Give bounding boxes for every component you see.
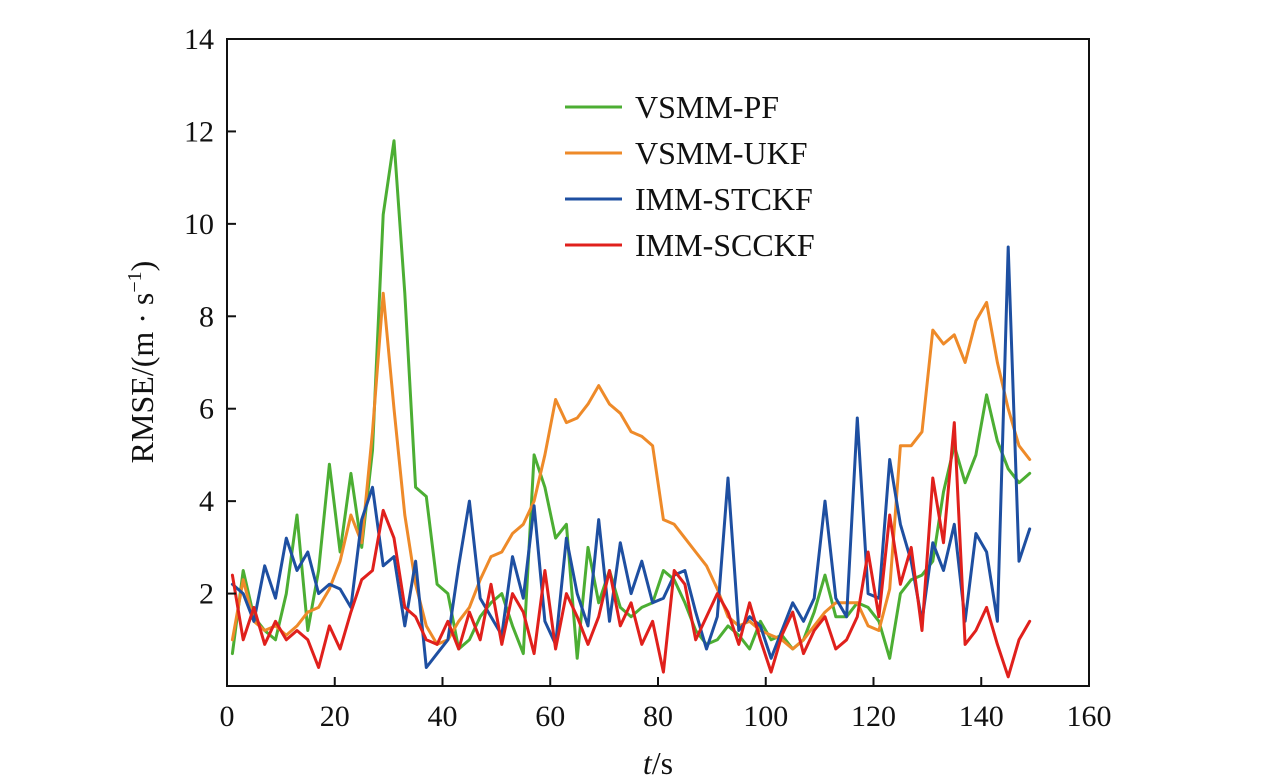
y-tick-label: 2 [199, 578, 214, 611]
y-tick-label: 6 [199, 393, 214, 426]
y-axis-title-sup: −1 [124, 271, 146, 292]
y-tick-label: 12 [184, 115, 214, 148]
y-axis-title-close: ) [124, 261, 160, 272]
x-axis-title-unit: /s [652, 745, 673, 780]
y-axis-title: RMSE/(m · s−1) [124, 261, 160, 464]
legend-label-vsmm-pf: VSMM-PF [635, 89, 779, 125]
x-tick-label: 120 [851, 700, 896, 733]
ticks-group: 0 20 40 60 80 100 120 140 160 2 4 6 8 10 12 14 [184, 23, 1112, 733]
x-tick-label: 0 [220, 700, 235, 733]
series-line-vsmm-pf [230, 139, 1032, 660]
series-line-imm-scckf [230, 421, 1032, 679]
x-tick-label: 60 [535, 700, 565, 733]
x-axis-title-italic: t [643, 745, 653, 780]
x-tick-label: 160 [1067, 700, 1112, 733]
legend-label-vsmm-ukf: VSMM-UKF [635, 135, 807, 171]
series-group [230, 139, 1032, 679]
x-tick-label: 20 [320, 700, 350, 733]
x-tick-label: 80 [643, 700, 673, 733]
legend-label-imm-stckf: IMM-STCKF [635, 181, 813, 217]
x-tick-label: 140 [959, 700, 1004, 733]
y-axis-title-main: RMSE/(m · s [124, 293, 160, 464]
x-tick-label: 40 [428, 700, 458, 733]
y-tick-label: 8 [199, 300, 214, 333]
y-tick-label: 10 [184, 208, 214, 241]
legend-label-imm-scckf: IMM-SCCKF [635, 227, 815, 263]
x-tick-label: 100 [743, 700, 788, 733]
series-line-imm-stckf [230, 245, 1032, 669]
y-tick-label: 14 [184, 23, 214, 56]
x-axis-title: t/s [643, 745, 673, 780]
y-tick-label: 4 [199, 485, 214, 518]
legend: VSMM-PF VSMM-UKF IMM-STCKF IMM-SCCKF [565, 89, 815, 263]
